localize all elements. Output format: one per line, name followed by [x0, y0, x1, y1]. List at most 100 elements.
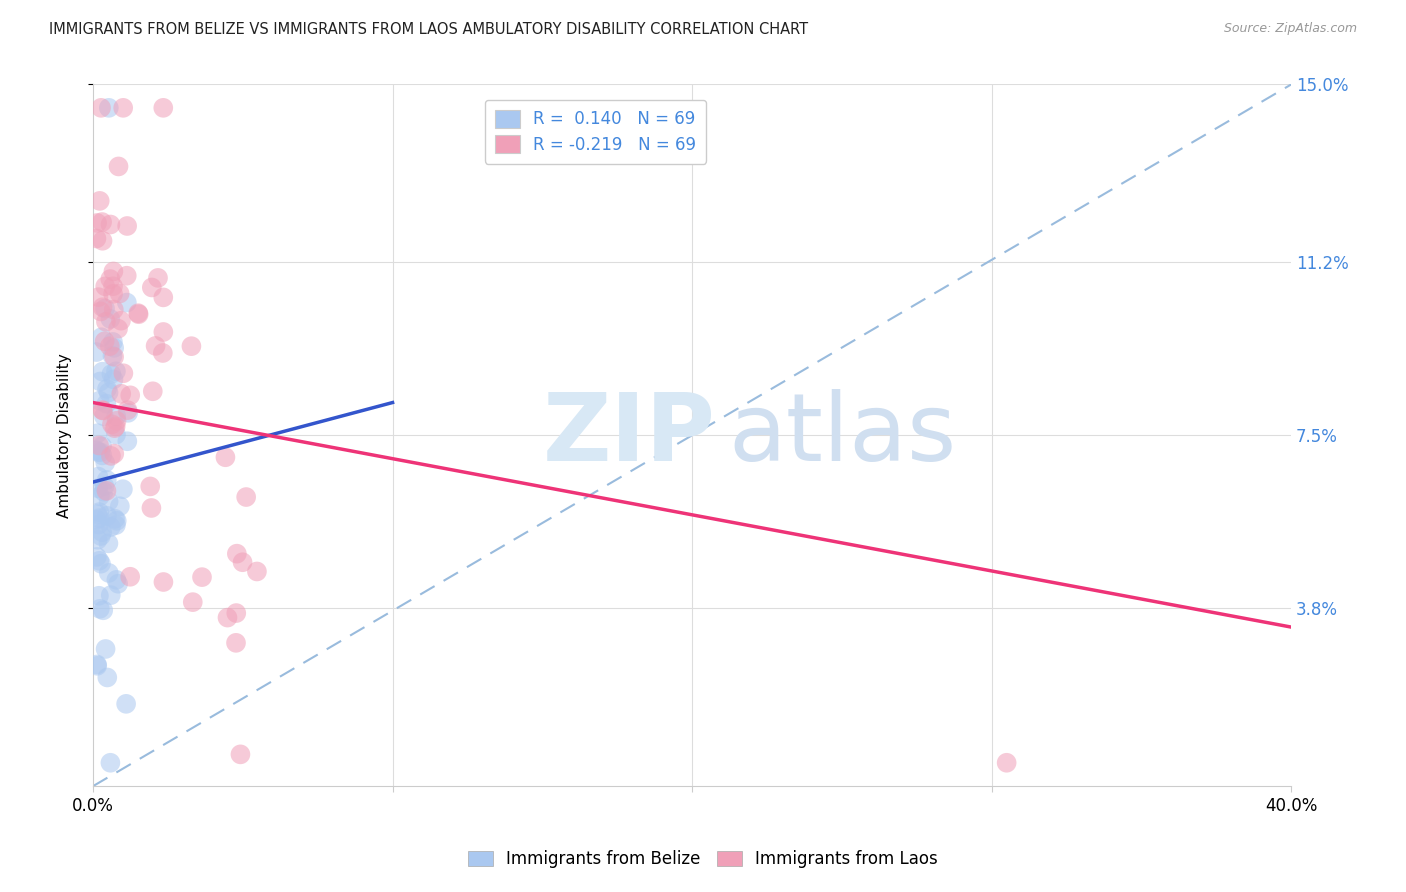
- Point: [100, 756, 122, 770]
- Point: [995, 756, 1018, 770]
- Point: [100, 449, 122, 463]
- Point: [235, 490, 257, 504]
- Text: atlas: atlas: [728, 389, 956, 482]
- Point: [98, 312, 121, 326]
- Point: [104, 364, 127, 378]
- Point: [225, 547, 247, 561]
- Text: Source: ZipAtlas.com: Source: ZipAtlas.com: [1223, 22, 1357, 36]
- Point: [225, 606, 247, 620]
- Point: [229, 747, 252, 762]
- Point: [101, 349, 124, 363]
- Point: [100, 218, 122, 232]
- Point: [103, 372, 125, 386]
- Point: [91, 439, 114, 453]
- Point: [94, 456, 117, 470]
- Point: [89, 445, 111, 459]
- Point: [152, 574, 174, 589]
- Text: ZIP: ZIP: [543, 389, 716, 482]
- Point: [100, 588, 122, 602]
- Point: [86, 657, 108, 672]
- Point: [97, 385, 120, 400]
- Point: [152, 290, 174, 304]
- Point: [90, 557, 112, 571]
- Point: [91, 403, 114, 417]
- Point: [89, 393, 111, 408]
- Point: [117, 403, 139, 417]
- Point: [91, 603, 114, 617]
- Point: [96, 473, 118, 487]
- Point: [112, 366, 135, 380]
- Point: [120, 570, 142, 584]
- Point: [97, 536, 120, 550]
- Point: [98, 339, 121, 353]
- Point: [120, 388, 142, 402]
- Point: [93, 479, 115, 493]
- Point: [94, 279, 117, 293]
- Point: [94, 642, 117, 657]
- Point: [181, 595, 204, 609]
- Point: [115, 268, 138, 283]
- Point: [96, 508, 118, 523]
- Point: [217, 610, 239, 624]
- Point: [91, 300, 114, 314]
- Point: [93, 334, 115, 349]
- Point: [103, 447, 125, 461]
- Point: [90, 330, 112, 344]
- Point: [87, 469, 110, 483]
- Point: [89, 554, 111, 568]
- Point: [107, 160, 129, 174]
- Point: [89, 511, 111, 525]
- Point: [103, 350, 125, 364]
- Point: [97, 494, 120, 508]
- Point: [232, 555, 254, 569]
- Point: [89, 505, 111, 519]
- Point: [127, 306, 149, 320]
- Point: [86, 658, 108, 673]
- Point: [115, 697, 138, 711]
- Point: [101, 286, 124, 301]
- Point: [94, 315, 117, 329]
- Point: [141, 280, 163, 294]
- Point: [87, 445, 110, 459]
- Point: [87, 438, 110, 452]
- Point: [91, 215, 114, 229]
- Point: [94, 301, 117, 316]
- Point: [105, 409, 128, 424]
- Point: [141, 500, 163, 515]
- Point: [103, 302, 125, 317]
- Point: [104, 512, 127, 526]
- Point: [115, 219, 138, 233]
- Point: [111, 482, 134, 496]
- Point: [108, 286, 131, 301]
- Point: [91, 234, 114, 248]
- Point: [89, 489, 111, 503]
- Point: [100, 520, 122, 534]
- Point: [246, 565, 269, 579]
- Point: [104, 421, 127, 435]
- Point: [103, 264, 125, 278]
- Point: [87, 290, 110, 304]
- Point: [110, 386, 132, 401]
- Point: [107, 576, 129, 591]
- Point: [152, 101, 174, 115]
- Point: [117, 406, 139, 420]
- Point: [101, 334, 124, 349]
- Point: [96, 382, 118, 396]
- Legend: Immigrants from Belize, Immigrants from Laos: Immigrants from Belize, Immigrants from …: [461, 844, 945, 875]
- Point: [86, 231, 108, 245]
- Point: [91, 525, 114, 540]
- Point: [101, 279, 124, 293]
- Point: [87, 517, 110, 532]
- Point: [86, 345, 108, 359]
- Point: [86, 533, 108, 547]
- Point: [93, 484, 115, 499]
- Point: [142, 384, 165, 399]
- Point: [86, 507, 108, 521]
- Legend: R =  0.140   N = 69, R = -0.219   N = 69: R = 0.140 N = 69, R = -0.219 N = 69: [485, 100, 706, 164]
- Point: [128, 307, 150, 321]
- Point: [86, 549, 108, 564]
- Point: [105, 414, 128, 428]
- Point: [89, 602, 111, 616]
- Point: [87, 589, 110, 603]
- Text: IMMIGRANTS FROM BELIZE VS IMMIGRANTS FROM LAOS AMBULATORY DISABILITY CORRELATION: IMMIGRANTS FROM BELIZE VS IMMIGRANTS FRO…: [49, 22, 808, 37]
